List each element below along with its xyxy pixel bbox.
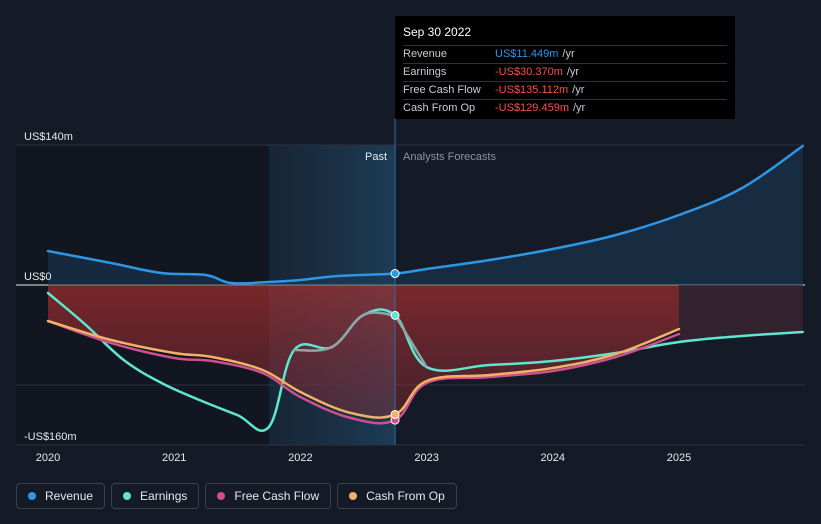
forecast-label: Analysts Forecasts: [403, 151, 496, 163]
tooltip-date: Sep 30 2022: [403, 25, 472, 39]
tooltip-value: US$11.449m: [495, 48, 559, 60]
x-tick-label: 2022: [288, 452, 312, 464]
x-tick-label: 2025: [667, 452, 691, 464]
cash-from-op-dot-icon: [349, 492, 358, 500]
tooltip-label: Cash From Op: [403, 102, 476, 114]
earnings-line-highlight: [292, 311, 397, 352]
legend-earnings-button[interactable]: Earnings: [111, 483, 200, 509]
legend-label: Revenue: [45, 489, 94, 503]
tooltip-label: Earnings: [403, 66, 447, 78]
earnings-dot-icon: [123, 492, 132, 500]
tooltip-unit: /yr: [562, 48, 575, 60]
free-cash-flow-line: [46, 319, 681, 425]
tooltip-unit: /yr: [572, 84, 585, 96]
tooltip-unit: /yr: [573, 102, 586, 114]
tooltip-value: -US$135.112m: [495, 84, 569, 96]
revenue-area: [48, 146, 803, 285]
earnings-forecast-area: [679, 285, 803, 342]
legend-label: Cash From Op: [366, 489, 445, 503]
legend-label: Free Cash Flow: [234, 489, 320, 503]
cash-from-op-marker: [390, 409, 400, 419]
tooltip-label: Free Cash Flow: [403, 84, 481, 96]
y-tick-label: US$0: [24, 271, 52, 283]
tooltip-row-cash-from-op: Cash From Op -US$129.459m /yr: [403, 99, 727, 117]
revenue-marker: [390, 269, 400, 279]
legend-free-cash-flow-button[interactable]: Free Cash Flow: [205, 483, 332, 509]
hover-tooltip: Sep 30 2022 Revenue US$11.449m /yr Earni…: [395, 16, 735, 119]
x-tick-label: 2020: [36, 452, 60, 464]
tooltip-value: -US$129.459m: [495, 102, 569, 114]
y-tick-label: US$140m: [24, 131, 73, 143]
tooltip-row-revenue: Revenue US$11.449m /yr: [403, 45, 727, 63]
legend-label: Earnings: [140, 489, 188, 503]
tooltip-unit: /yr: [566, 66, 580, 78]
earnings-marker: [390, 310, 400, 320]
tooltip-row-earnings: Earnings -US$30.370m /yr: [403, 63, 727, 81]
legend-revenue-button[interactable]: Revenue: [16, 483, 106, 509]
cash-from-op-line: [46, 319, 681, 419]
legend-cash-from-op-button[interactable]: Cash From Op: [337, 483, 457, 509]
x-tick-label: 2021: [162, 452, 186, 464]
revenue-line: [46, 144, 804, 285]
loss-area: [48, 285, 679, 418]
tooltip-value: -US$30.370m: [495, 66, 563, 78]
tooltip-label: Revenue: [403, 48, 448, 60]
chart-legend: Revenue Earnings Free Cash Flow Cash Fro…: [16, 483, 457, 511]
revenue-dot-icon: [28, 492, 36, 500]
x-tick-label: 2023: [414, 452, 438, 464]
past-label: Past: [365, 151, 387, 163]
tooltip-row-free-cash-flow: Free Cash Flow -US$135.112m /yr: [403, 81, 727, 99]
y-tick-label: -US$160m: [24, 431, 77, 443]
x-tick-label: 2024: [541, 452, 565, 464]
free-cash-flow-dot-icon: [217, 492, 226, 500]
